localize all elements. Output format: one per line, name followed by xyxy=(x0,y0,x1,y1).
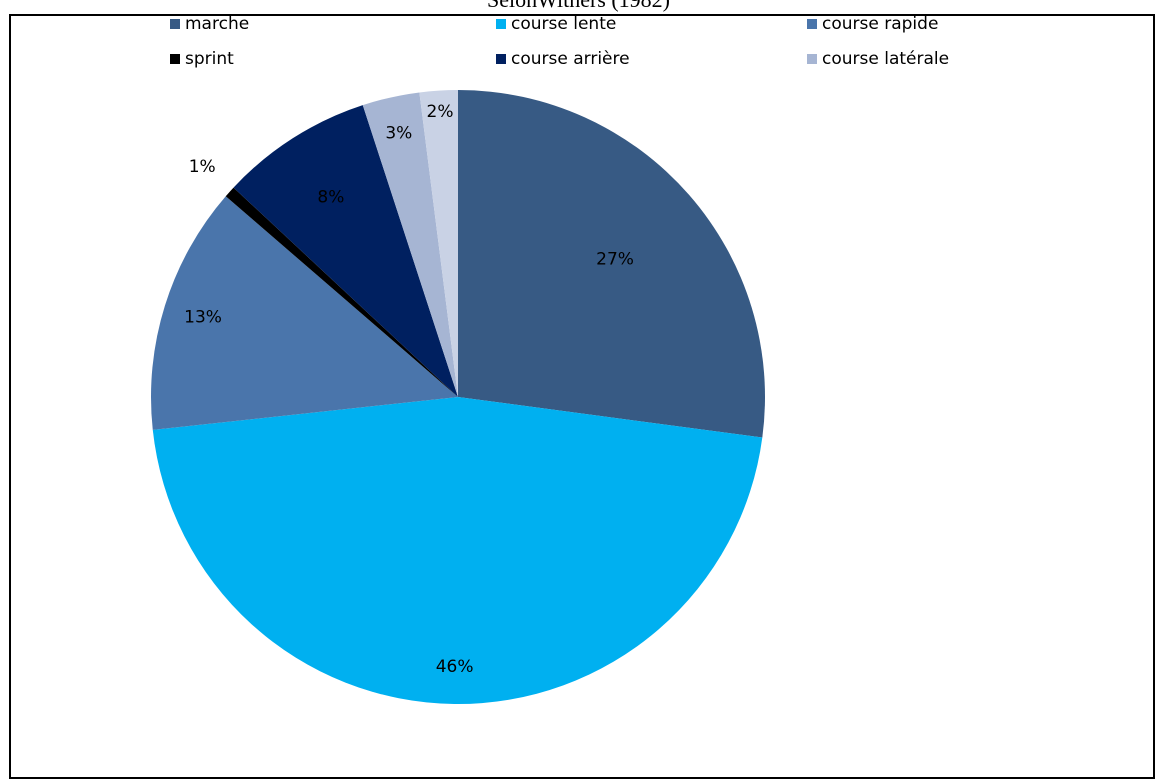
legend-label: marche xyxy=(185,14,250,34)
legend-swatch xyxy=(496,54,506,64)
pie-slice xyxy=(458,90,765,438)
slice-data-label: 13% xyxy=(184,307,222,327)
legend-item: course lente xyxy=(496,13,616,35)
pie-slice xyxy=(152,397,763,704)
legend-swatch xyxy=(170,19,180,29)
legend-item: marche xyxy=(170,13,249,35)
legend-swatch xyxy=(496,19,506,29)
legend-label: course latérale xyxy=(822,49,950,69)
legend-swatch xyxy=(807,54,817,64)
slice-data-label: 1% xyxy=(189,157,216,177)
slice-data-label: 8% xyxy=(317,188,344,208)
legend-swatch xyxy=(807,19,817,29)
slice-data-label: 3% xyxy=(385,123,412,143)
pie-slice xyxy=(362,92,458,397)
pie-slice xyxy=(225,187,458,397)
legend-label: course lente xyxy=(511,14,617,34)
legend-item: course arrière xyxy=(496,48,630,70)
pie-slice xyxy=(419,90,458,397)
legend-item: course latérale xyxy=(807,48,949,70)
legend-item: course rapide xyxy=(807,13,938,35)
slice-data-label: 27% xyxy=(596,249,634,269)
chart-title: SelonWithers (1982) xyxy=(0,0,1157,13)
pie-slice xyxy=(233,105,458,398)
pie-slice xyxy=(151,196,458,430)
slice-data-label: 46% xyxy=(436,657,474,677)
legend-label: course arrière xyxy=(511,49,630,69)
legend-item: sprint xyxy=(170,48,234,70)
legend-swatch xyxy=(170,54,180,64)
legend-label: sprint xyxy=(185,49,234,69)
slice-data-label: 2% xyxy=(427,102,454,122)
legend-label: course rapide xyxy=(822,14,939,34)
